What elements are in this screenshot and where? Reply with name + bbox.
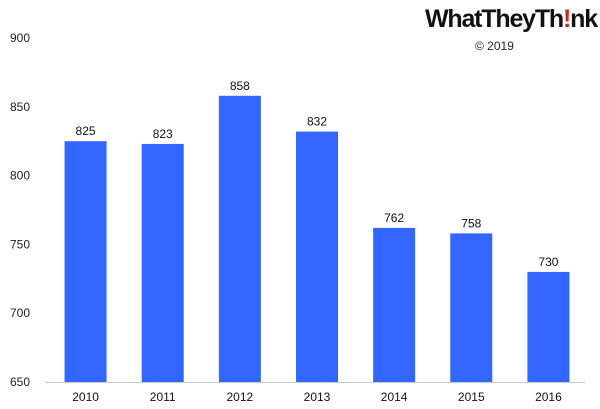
x-tick-label-2010: 2010 [72,390,99,404]
value-label-2012: 858 [230,79,250,93]
x-tick-label-2012: 2012 [227,390,254,404]
y-tick-label-700: 700 [10,306,30,320]
bar-2015 [450,233,493,382]
y-tick-label-900: 900 [10,31,30,45]
value-label-2016: 730 [538,255,558,269]
value-label-2011: 823 [153,127,173,141]
copyright-text: © 2019 [475,39,514,53]
logo-wordmark: WhatTheyTh!nk [425,5,598,33]
value-label-2013: 832 [307,115,327,129]
x-tick-label-2015: 2015 [458,390,485,404]
x-axis: 2010 2011 2012 2013 2014 2015 2016 [45,382,585,404]
bar-2010 [64,141,107,382]
logo-exclamation: ! [563,5,571,33]
value-label-2010: 825 [76,124,96,138]
y-tick-label-850: 850 [10,100,30,114]
bar-2012 [218,95,261,383]
bar-2011 [141,143,184,382]
y-tick-label-650: 650 [10,375,30,389]
bars [64,95,570,383]
x-tick-label-2013: 2013 [304,390,331,404]
logo-text-b: nk [570,5,598,33]
y-axis: 650 700 750 800 850 900 [10,31,30,389]
value-label-2014: 762 [384,211,404,225]
x-tick-label-2016: 2016 [535,390,562,404]
y-tick-label-750: 750 [10,237,30,251]
bar-2016 [527,271,570,382]
x-tick-label-2011: 2011 [150,390,176,404]
whattheythink-logo: WhatTheyTh!nk © 2019 [425,6,600,64]
value-label-2015: 758 [461,216,481,230]
y-tick-label-800: 800 [10,169,30,183]
x-tick-label-2014: 2014 [381,390,408,404]
value-labels: 825 823 858 832 762 758 730 [76,79,559,269]
bar-2013 [296,131,338,382]
bar-2014 [373,227,416,382]
logo-text-a: WhatTheyTh [425,5,564,33]
